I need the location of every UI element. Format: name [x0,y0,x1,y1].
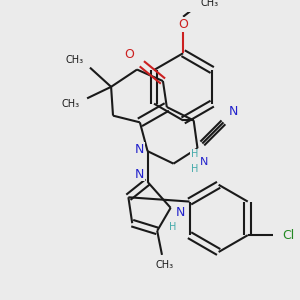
Text: N: N [200,157,208,167]
Text: N: N [135,143,145,156]
Text: H: H [191,164,198,174]
Text: N: N [135,168,145,181]
Text: N: N [228,105,238,118]
Text: CH₃: CH₃ [62,99,80,109]
Text: O: O [124,48,134,61]
Text: N: N [176,206,185,219]
Text: Cl: Cl [282,229,294,242]
Text: H: H [191,149,198,159]
Text: CH₃: CH₃ [201,0,219,8]
Text: H: H [169,222,176,232]
Text: O: O [178,18,188,31]
Text: CH₃: CH₃ [156,260,174,270]
Text: CH₃: CH₃ [65,55,84,65]
